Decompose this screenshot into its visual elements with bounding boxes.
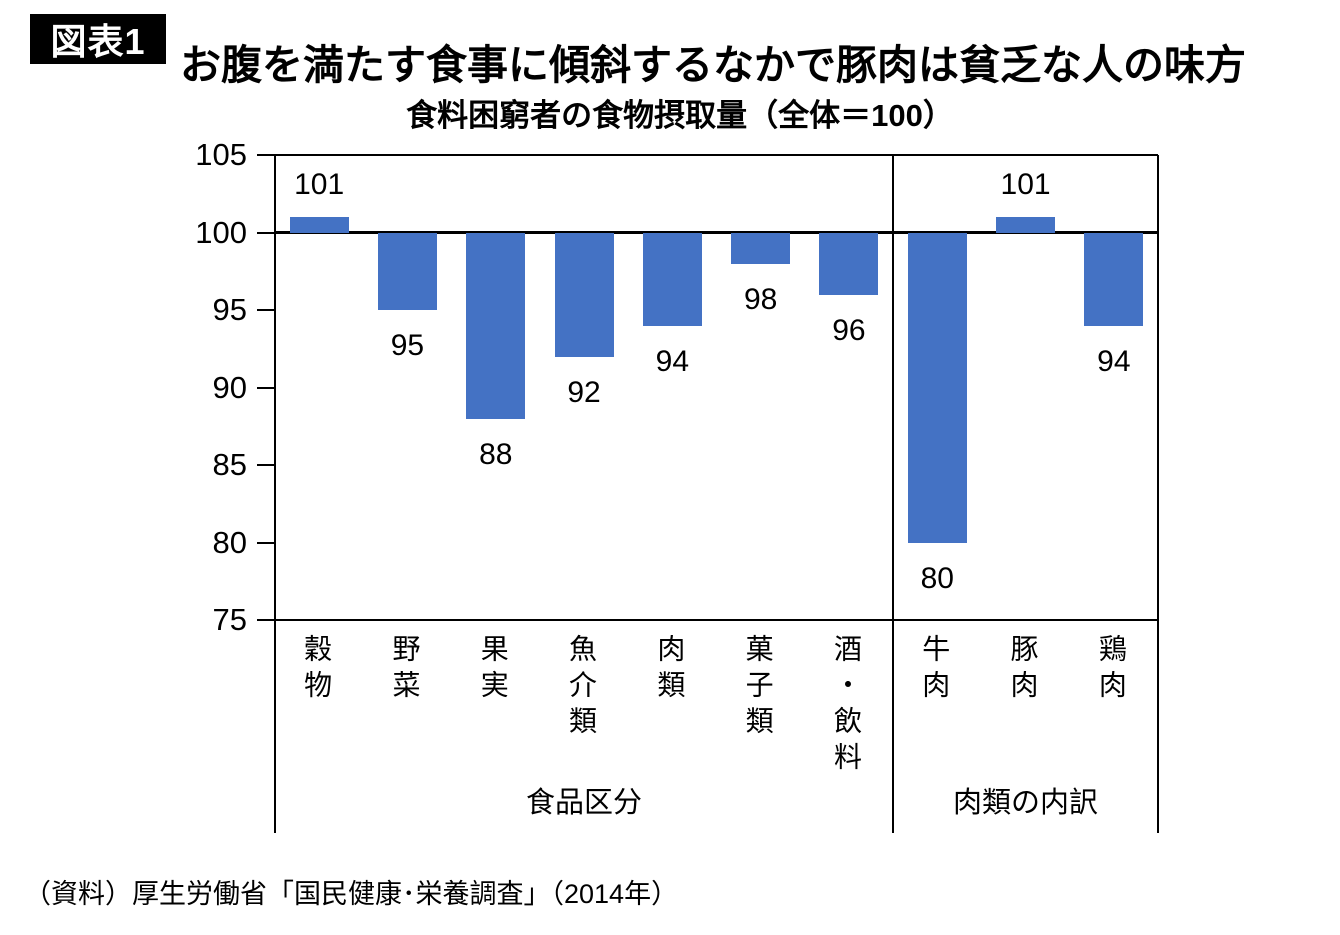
y-axis-label: 85: [212, 447, 247, 482]
category-label: 牛肉: [919, 634, 951, 706]
bar: [731, 232, 791, 264]
y-axis-tick: [257, 154, 275, 156]
bar: [289, 217, 349, 233]
y-axis-tick: [257, 309, 275, 311]
y-axis-label: 90: [212, 369, 247, 405]
category-label: 鶏肉: [1095, 634, 1127, 706]
bar: [907, 232, 967, 543]
source-note: （資料）厚生労働省「国民健康･栄養調査」（2014年）: [24, 879, 679, 909]
bar: [996, 217, 1056, 233]
bar-value-label: 95: [390, 329, 425, 362]
bar-value-label: 101: [294, 168, 345, 201]
bar: [466, 232, 526, 419]
bar-value-label: 80: [920, 561, 954, 595]
category-label: 菓子類: [742, 634, 774, 742]
bar-value-label: 88: [479, 437, 513, 471]
category-label: 肉類: [654, 634, 686, 706]
bar: [554, 232, 614, 357]
category-label: 酒・飲料: [830, 634, 862, 778]
y-axis-tick: [257, 231, 275, 234]
group-label: 肉類の内訳: [953, 787, 1099, 819]
category-label: 果実: [477, 634, 509, 706]
y-axis-tick: [257, 541, 275, 544]
y-axis-tick: [257, 464, 275, 466]
bar: [642, 232, 702, 326]
bar: [377, 232, 437, 310]
bar-value-label: 94: [1097, 344, 1131, 378]
group-label: 食品区分: [526, 787, 643, 819]
chart-title: 食料困窮者の食物摂取量（全体＝100）: [406, 98, 954, 133]
plot-top-border: [275, 154, 1158, 156]
y-axis-label: 95: [212, 292, 247, 327]
bar-value-label: 94: [655, 344, 690, 378]
category-label: 穀物: [301, 634, 333, 706]
bar-value-label: 98: [743, 282, 778, 316]
bar: [819, 232, 879, 295]
y-axis-label: 80: [212, 524, 247, 560]
y-axis-label: 100: [195, 214, 247, 250]
group-separator-line: [892, 155, 895, 833]
y-axis-line: [274, 155, 276, 833]
figure-badge: 図表1: [30, 14, 166, 64]
category-label: 野菜: [389, 634, 421, 706]
page-title: お腹を満たす食事に傾斜するなかで豚肉は貧乏な人の味方: [180, 42, 1246, 89]
y-axis-tick: [257, 386, 275, 389]
plot-right-border: [1157, 155, 1159, 833]
category-label: 豚肉: [1007, 634, 1039, 706]
bar-value-label: 96: [832, 313, 866, 347]
category-label: 魚介類: [566, 634, 598, 742]
baseline-line: [275, 231, 1158, 234]
x-axis-line: [275, 619, 1158, 621]
y-axis-tick: [257, 619, 275, 621]
bar: [1084, 232, 1144, 326]
bar-value-label: 101: [1000, 168, 1051, 201]
y-axis-label: 75: [212, 602, 247, 637]
bar-value-label: 92: [567, 375, 601, 409]
y-axis-label: 105: [195, 137, 247, 172]
